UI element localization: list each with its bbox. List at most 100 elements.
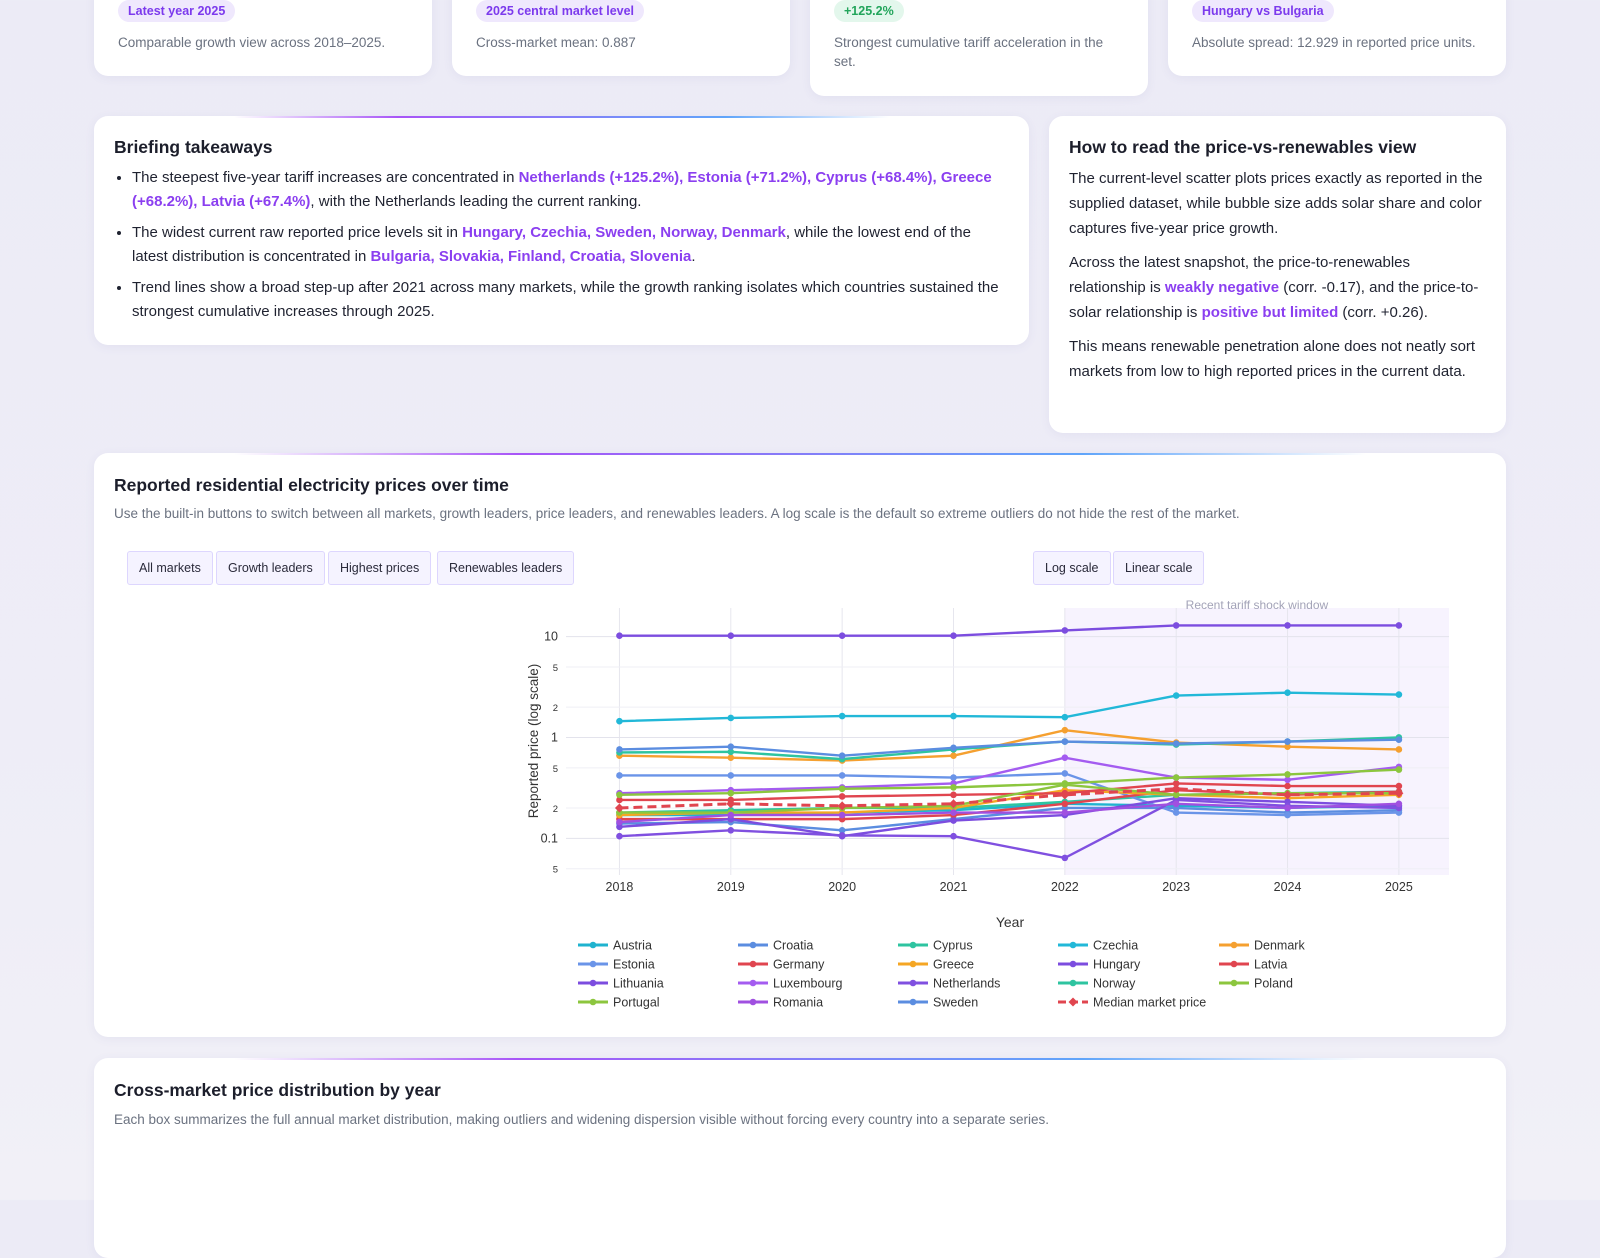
kpi-card: 2025 central market level Cross-market m…	[452, 0, 790, 76]
point	[616, 818, 623, 826]
point	[1172, 740, 1180, 747]
chart-card: Reported residential electricity prices …	[94, 453, 1506, 1037]
x-tick-label: 2020	[828, 880, 856, 894]
point	[1172, 800, 1180, 808]
legend-label: Estonia	[613, 958, 655, 972]
point	[727, 743, 735, 750]
point	[1061, 738, 1069, 745]
point	[1172, 809, 1180, 816]
legend-label: Hungary	[1093, 958, 1141, 972]
accent-line	[234, 116, 889, 118]
card-title: How to read the price-vs-renewables view	[1069, 137, 1417, 157]
series-line	[619, 738, 1399, 757]
filter-button[interactable]: All markets	[127, 551, 213, 585]
legend-marker	[749, 979, 757, 987]
takeaway-list: The steepest five-year tariff increases …	[114, 166, 1009, 331]
point	[727, 754, 735, 761]
legend-marker	[589, 941, 597, 949]
kpi-card: Latest year 2025 Comparable growth view …	[94, 0, 432, 76]
point	[950, 784, 957, 791]
point	[838, 632, 846, 640]
kpi-badge: Hungary vs Bulgaria	[1192, 0, 1334, 22]
point	[1395, 622, 1403, 629]
point	[1061, 754, 1069, 761]
legend-label: Median market price	[1093, 996, 1206, 1010]
point	[1395, 746, 1403, 753]
point	[950, 791, 957, 799]
scale-button[interactable]: Log scale	[1033, 551, 1111, 585]
point	[1061, 800, 1069, 808]
x-tick-label: 2024	[1274, 880, 1302, 894]
point	[727, 811, 735, 819]
legend-label: Cyprus	[933, 939, 973, 953]
highlight: Netherlands (+125.2%), Estonia (+71.2%),…	[132, 169, 992, 210]
point	[838, 772, 846, 779]
point	[616, 832, 623, 840]
point	[616, 791, 623, 799]
point	[727, 827, 735, 834]
kpi-badge: 2025 central market level	[476, 0, 645, 22]
filter-button[interactable]: Highest prices	[328, 551, 432, 585]
point	[727, 789, 735, 797]
scale-button[interactable]: Linear scale	[1113, 551, 1205, 585]
legend-label: Norway	[1093, 977, 1136, 991]
point	[616, 796, 623, 804]
legend-marker	[909, 960, 917, 968]
kpi-note: Cross-market mean: 0.887	[476, 35, 636, 50]
y-tick-label: 1	[551, 730, 558, 744]
legend-label: Lithuania	[613, 977, 664, 991]
highlight: weakly negative	[1164, 279, 1280, 296]
point	[1394, 788, 1404, 798]
filter-button[interactable]: Renewables leaders	[437, 551, 575, 585]
point	[1061, 627, 1069, 634]
legend-label: Luxembourg	[773, 977, 843, 991]
point	[1284, 689, 1291, 696]
point	[1395, 691, 1403, 698]
series-line	[619, 691, 1399, 723]
x-tick-label: 2018	[606, 880, 634, 894]
card-title: Reported residential electricity prices …	[114, 475, 509, 495]
takeaway: The widest current raw reported price le…	[132, 221, 1009, 268]
point	[616, 746, 623, 753]
series-line	[619, 728, 1399, 762]
point	[1395, 809, 1403, 816]
point	[1284, 776, 1291, 784]
series-line	[619, 798, 1399, 860]
point	[1284, 804, 1291, 812]
kpi-card: +125.2% Strongest cumulative tariff acce…	[810, 0, 1148, 96]
card-title: Briefing takeaways	[114, 137, 273, 157]
legend-label: Austria	[613, 939, 652, 953]
reading-card: How to read the price-vs-renewables view…	[1049, 116, 1506, 433]
point	[838, 785, 846, 793]
filter-button[interactable]: Growth leaders	[216, 551, 325, 585]
point	[950, 752, 957, 759]
point	[1061, 770, 1069, 777]
kpi-note: Comparable growth view across 2018–2025.	[118, 35, 386, 50]
point	[950, 632, 957, 640]
legend-marker	[1069, 960, 1077, 968]
point	[950, 832, 957, 840]
legend-marker	[1230, 979, 1238, 987]
kpi-note: Absolute spread: 12.929 in reported pric…	[1192, 35, 1476, 50]
kpi-card: Hungary vs Bulgaria Absolute spread: 12.…	[1168, 0, 1506, 76]
briefing-card: Briefing takeaways The steepest five-yea…	[94, 116, 1029, 345]
point	[838, 752, 846, 759]
takeaway: The steepest five-year tariff increases …	[132, 166, 1009, 213]
point	[727, 632, 735, 640]
window-label: Recent tariff shock window	[1186, 598, 1329, 612]
point	[616, 717, 623, 725]
legend-marker	[1069, 979, 1077, 987]
kpi-badge: +125.2%	[834, 0, 904, 22]
legend-label: Sweden	[933, 996, 978, 1010]
point	[616, 809, 623, 816]
point	[1283, 790, 1293, 800]
point	[1284, 771, 1291, 778]
x-tick-label: 2021	[940, 880, 968, 894]
point	[727, 748, 735, 756]
point	[1395, 800, 1403, 808]
legend-label: Poland	[1254, 977, 1293, 991]
accent-line	[234, 1058, 1366, 1060]
point	[1060, 790, 1070, 800]
card-subtitle: Use the built-in buttons to switch betwe…	[114, 506, 1240, 521]
legend-marker	[1068, 997, 1078, 1007]
